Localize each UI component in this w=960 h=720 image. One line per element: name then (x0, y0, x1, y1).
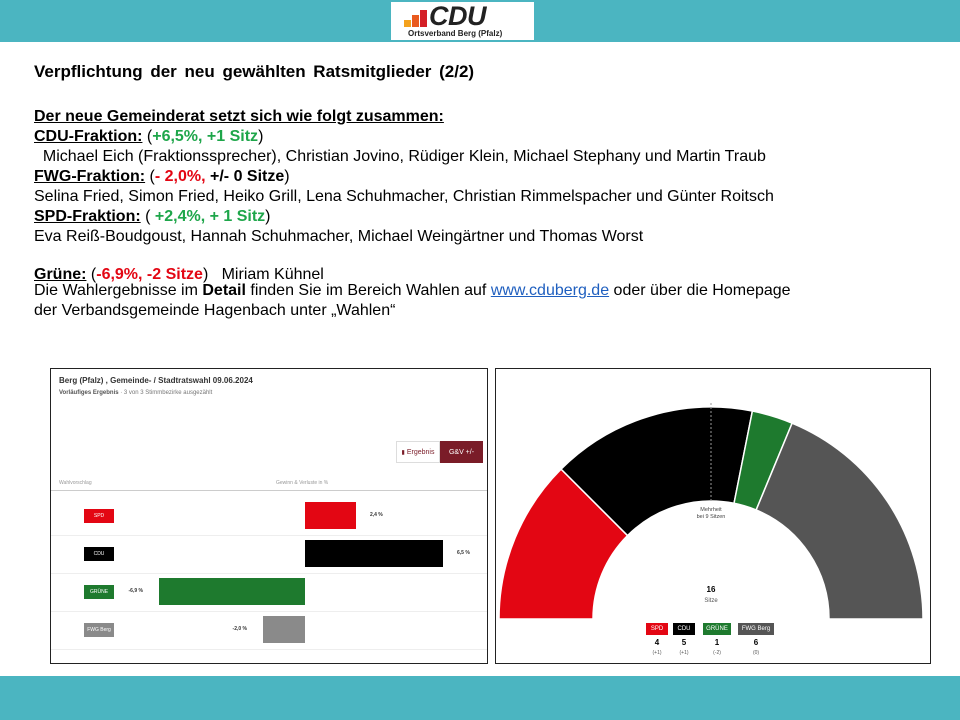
seat-distribution-panel: Mehrheit bei 9 Sitzen 16 Sitze SPD 4 (+1) CD… (495, 368, 931, 664)
note-text: Die Wahlergebnisse im (34, 282, 203, 299)
change-value: -6,9 % (128, 588, 143, 594)
legend-seats: 4 (654, 638, 660, 647)
cdu-logo: CDU Ortsverband Berg (Pfalz) (391, 1, 534, 40)
legend-seat-change: (+1) (679, 650, 689, 656)
faction-seat-change: +/- 0 Sitze (205, 168, 285, 185)
logo-block (412, 15, 419, 27)
party-label: GRÜNE (84, 585, 114, 599)
row-divider (51, 535, 487, 536)
faction-members: Selina Fried, Simon Fried, Heiko Grill, … (34, 188, 774, 205)
results-count: · 3 von 3 Stimmbezirke ausgezählt (118, 390, 213, 396)
footer-bar (0, 676, 960, 720)
results-title: Berg (Pfalz) , Gemeinde- / Stadtratswahl… (59, 376, 253, 385)
bar-chart-icon: ▮ (401, 449, 405, 456)
faction-change: +6,5%, +1 Sitz (152, 128, 259, 145)
results-toggle-button[interactable]: ▮ Ergebnis (396, 441, 440, 463)
logo-block (404, 20, 411, 27)
logo-subtitle: Ortsverband Berg (Pfalz) (408, 29, 503, 38)
legend-party: FWG Berg (738, 623, 774, 635)
header-divider (51, 490, 487, 491)
logo-text: CDU (429, 1, 487, 31)
paren: ) (258, 128, 264, 145)
faction-gruene: Grüne: (-6,9%, -2 Sitze) Miriam Kühnel (34, 248, 934, 283)
paren: ( (86, 266, 97, 283)
legend-seats: 1 (714, 638, 720, 647)
paren: ( (140, 208, 155, 225)
legend-seats: 5 (681, 638, 687, 647)
party-label: SPD (84, 509, 114, 523)
paren: ( (142, 128, 153, 145)
party-label: FWG Berg (84, 623, 114, 637)
faction-change: +2,4%, + 1 Sitz (154, 208, 266, 225)
legend-seat-change: (+1) (652, 650, 662, 656)
change-value: 2,4 % (369, 512, 383, 518)
change-value: 6,5 % (457, 550, 470, 556)
total-seats-label: Sitze (704, 598, 718, 604)
column-header-change: Gewinn & Verluste in % (276, 480, 329, 486)
faction-spd: SPD-Fraktion: ( +2,4%, + 1 Sitz) (34, 208, 934, 228)
row-divider (51, 573, 487, 574)
faction-cdu: CDU-Fraktion: (+6,5%, +1 Sitz) (34, 128, 934, 148)
change-bar (262, 616, 305, 643)
note-text: oder über die Homepage (609, 282, 791, 299)
paren: ) (284, 168, 290, 185)
faction-change: - 2,0%, (154, 168, 206, 185)
majority-label: Mehrheit (700, 507, 722, 513)
results-subtitle: Vorläufiges Ergebnis · 3 von 3 Stimmbezi… (59, 390, 212, 396)
results-note: Die Wahlergebnisse im Detail finden Sie … (34, 282, 934, 302)
faction-members: Michael Eich (Fraktionssprecher), Christ… (34, 148, 766, 165)
logo-blocks-icon (404, 10, 428, 27)
row-divider (51, 649, 487, 650)
gv-toggle-button[interactable]: G&V +/- (440, 441, 483, 463)
change-bar (305, 502, 356, 529)
note-bold: Detail (202, 282, 246, 299)
faction-label: SPD-Fraktion: (34, 208, 141, 225)
change-bar (158, 578, 305, 605)
row-divider (51, 611, 487, 612)
cduberg-link[interactable]: www.cduberg.de (490, 282, 610, 299)
faction-members: Miriam Kühnel (208, 266, 324, 283)
council-intro: Der neue Gemeinderat setzt sich wie folg… (34, 108, 444, 125)
change-bar (305, 540, 443, 567)
party-label: CDU (84, 547, 114, 561)
legend-seats: 6 (753, 638, 759, 647)
column-header-party: Wahlvorschlag (59, 480, 92, 486)
faction-members: Eva Reiß-Boudgoust, Hannah Schuhmacher, … (34, 228, 644, 245)
seat-segment (755, 422, 924, 619)
gains-losses-panel: Berg (Pfalz) , Gemeinde- / Stadtratswahl… (50, 368, 488, 664)
logo-block (420, 10, 427, 27)
legend-seat-change: (0) (752, 650, 760, 656)
total-seats: 16 (706, 585, 716, 594)
faction-label: CDU-Fraktion: (34, 128, 143, 145)
results-note-line2: der Verbandsgemeinde Hagenbach unter „Wa… (34, 302, 396, 319)
change-value: -2,0 % (232, 626, 247, 632)
paren: ) (202, 266, 209, 283)
results-toggle-label: Ergebnis (406, 448, 435, 456)
paren: ) (265, 208, 271, 225)
legend-seat-change: (-2) (713, 650, 721, 656)
majority-label: bei 9 Sitzen (697, 514, 726, 520)
results-status: Vorläufiges Ergebnis (59, 390, 119, 396)
slide-title: Verpflichtung der neu gewählten Ratsmitg… (34, 62, 475, 81)
note-text: finden Sie im Bereich Wahlen auf (245, 282, 491, 299)
legend-party: GRÜNE (703, 623, 731, 635)
view-toggle: ▮ Ergebnis G&V +/- (396, 441, 483, 463)
slide-content: Verpflichtung der neu gewählten Ratsmitg… (34, 62, 934, 322)
legend-party: CDU (673, 623, 695, 635)
faction-fwg: FWG-Fraktion: (- 2,0%, +/- 0 Sitze) (34, 168, 934, 188)
seat-segment (560, 406, 754, 537)
faction-label: FWG-Fraktion: (34, 168, 146, 185)
paren: ( (145, 168, 155, 185)
faction-label: Grüne: (34, 266, 87, 283)
legend-party: SPD (646, 623, 668, 635)
faction-change: -6,9%, -2 Sitze (96, 266, 203, 283)
